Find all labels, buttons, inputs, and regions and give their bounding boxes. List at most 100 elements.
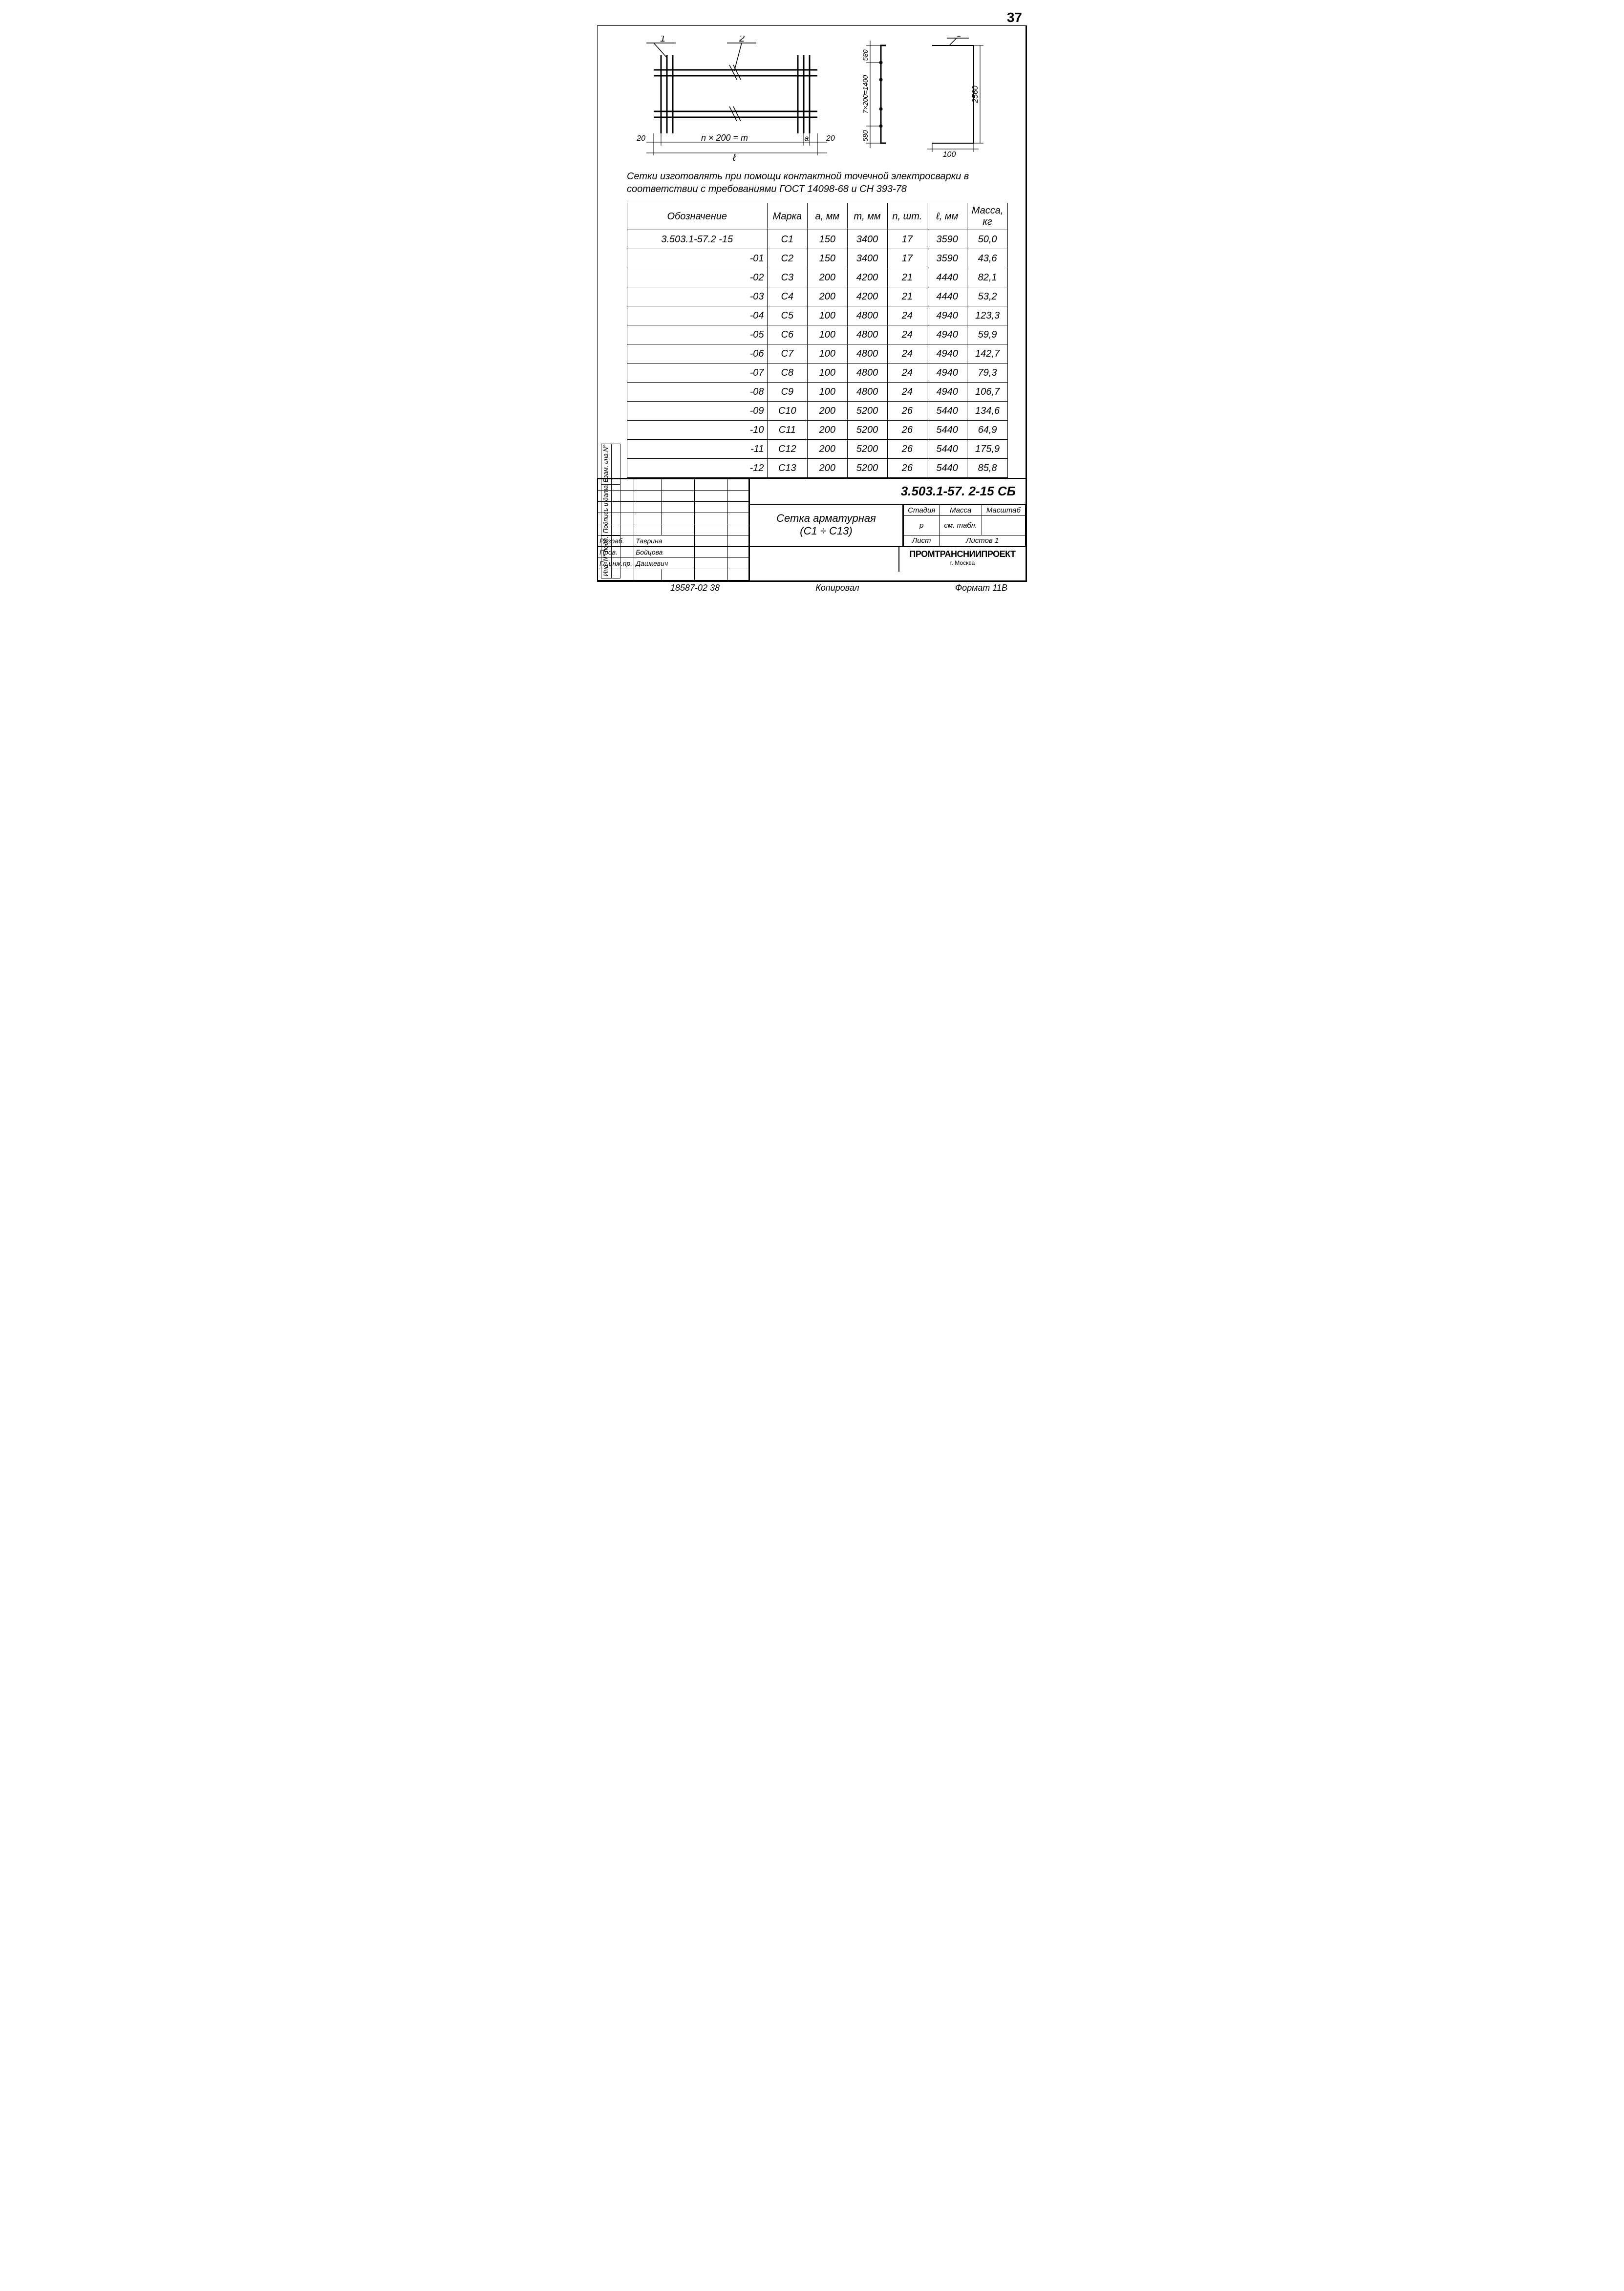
meta-sheet-l: Лист xyxy=(904,535,940,546)
table-cell: 4800 xyxy=(847,325,887,344)
table-cell: -07 xyxy=(627,364,768,383)
note-text: Сетки изготовлять при помощи контактной … xyxy=(598,168,1026,203)
table-row: -02С3200420021444082,1 xyxy=(627,268,1008,287)
table-cell: 175,9 xyxy=(967,440,1008,459)
table-cell: -02 xyxy=(627,268,768,287)
table-cell: 43,6 xyxy=(967,249,1008,268)
name-dev: Таврина xyxy=(634,535,695,547)
table-cell: 59,9 xyxy=(967,325,1008,344)
table-cell: 3590 xyxy=(927,230,967,249)
table-cell: 24 xyxy=(887,344,927,364)
mesh-diagram: 1 2 20 xyxy=(627,36,837,163)
footer: 18587-02 38 Копировал Формат 11В xyxy=(597,582,1027,593)
table-cell: -10 xyxy=(627,421,768,440)
table-cell: С5 xyxy=(767,306,808,325)
table-row: -07С8100480024494079,3 xyxy=(627,364,1008,383)
svg-text:20: 20 xyxy=(636,134,645,143)
footer-center: Копировал xyxy=(815,583,859,593)
table-cell: -06 xyxy=(627,344,768,364)
table-cell: 5200 xyxy=(847,459,887,478)
name-check: Бойцова xyxy=(634,547,695,558)
table-cell: 100 xyxy=(808,306,847,325)
table-row: -11С122005200265440175,9 xyxy=(627,440,1008,459)
svg-text:580: 580 xyxy=(861,49,869,61)
table-row: -04С51004800244940123,3 xyxy=(627,306,1008,325)
table-cell: -01 xyxy=(627,249,768,268)
th-designation: Обозначение xyxy=(627,203,768,230)
table-cell: 4440 xyxy=(927,287,967,306)
svg-text:100: 100 xyxy=(943,150,956,159)
table-cell: 5440 xyxy=(927,402,967,421)
table-cell: 134,6 xyxy=(967,402,1008,421)
meta-mass: см. табл. xyxy=(940,516,982,535)
table-cell: 100 xyxy=(808,344,847,364)
table-cell: 82,1 xyxy=(967,268,1008,287)
table-cell: 4800 xyxy=(847,344,887,364)
table-cell: 4940 xyxy=(927,325,967,344)
table-cell: 4800 xyxy=(847,364,887,383)
table-cell: С3 xyxy=(767,268,808,287)
table-cell: 3590 xyxy=(927,249,967,268)
svg-text:1: 1 xyxy=(660,36,665,44)
table-cell: С12 xyxy=(767,440,808,459)
table-cell: -08 xyxy=(627,383,768,402)
table-cell: 200 xyxy=(808,459,847,478)
table-cell: 106,7 xyxy=(967,383,1008,402)
svg-text:7×200=1400: 7×200=1400 xyxy=(861,75,869,113)
diagram-area: 1 2 20 xyxy=(598,26,1026,168)
table-cell: 17 xyxy=(887,249,927,268)
footer-right: Формат 11В xyxy=(955,583,1007,593)
table-cell: 17 xyxy=(887,230,927,249)
meta-mass-h: Масса xyxy=(940,505,982,516)
table-cell: 4800 xyxy=(847,383,887,402)
table-cell: 4440 xyxy=(927,268,967,287)
table-cell: 4940 xyxy=(927,344,967,364)
drawing-frame: 1 2 20 xyxy=(597,25,1027,582)
table-cell: С1 xyxy=(767,230,808,249)
table-cell: С13 xyxy=(767,459,808,478)
table-cell: -12 xyxy=(627,459,768,478)
table-cell: 123,3 xyxy=(967,306,1008,325)
page-number: 37 xyxy=(597,10,1027,25)
table-cell: С9 xyxy=(767,383,808,402)
table-cell: 5440 xyxy=(927,459,967,478)
table-cell: 142,7 xyxy=(967,344,1008,364)
table-cell: 64,9 xyxy=(967,421,1008,440)
th-n: n, шт. xyxy=(887,203,927,230)
table-cell: 21 xyxy=(887,287,927,306)
table-cell: 24 xyxy=(887,325,927,344)
table-cell: 5200 xyxy=(847,421,887,440)
table-cell: 150 xyxy=(808,230,847,249)
table-cell: 3400 xyxy=(847,230,887,249)
th-mass: Масса, кг xyxy=(967,203,1008,230)
table-cell: С11 xyxy=(767,421,808,440)
name-chief: Дашкевич xyxy=(634,558,695,569)
table-cell: 5440 xyxy=(927,421,967,440)
svg-text:1: 1 xyxy=(957,36,962,39)
svg-text:580: 580 xyxy=(861,130,869,142)
table-row: -08С91004800244940106,7 xyxy=(627,383,1008,402)
table-cell: 200 xyxy=(808,440,847,459)
th-l: ℓ, мм xyxy=(927,203,967,230)
meta-scale-h: Масштаб xyxy=(982,505,1025,516)
svg-text:2: 2 xyxy=(739,36,745,44)
svg-text:n × 200 = m: n × 200 = m xyxy=(701,133,748,143)
footer-left: 18587-02 38 xyxy=(670,583,720,593)
table-cell: 4940 xyxy=(927,306,967,325)
table-cell: -04 xyxy=(627,306,768,325)
table-cell: С7 xyxy=(767,344,808,364)
table-cell: 50,0 xyxy=(967,230,1008,249)
table-cell: 200 xyxy=(808,402,847,421)
table-cell: 4940 xyxy=(927,383,967,402)
th-mark: Марка xyxy=(767,203,808,230)
table-row: -01С2150340017359043,6 xyxy=(627,249,1008,268)
meta-scale xyxy=(982,516,1025,535)
table-cell: -09 xyxy=(627,402,768,421)
table-row: -06С71004800244940142,7 xyxy=(627,344,1008,364)
table-cell: 79,3 xyxy=(967,364,1008,383)
table-cell: 200 xyxy=(808,268,847,287)
drawing-title: Сетка арматурная (С1 ÷ С13) xyxy=(750,505,903,546)
table-cell: С2 xyxy=(767,249,808,268)
table-cell: С4 xyxy=(767,287,808,306)
table-cell: 100 xyxy=(808,364,847,383)
